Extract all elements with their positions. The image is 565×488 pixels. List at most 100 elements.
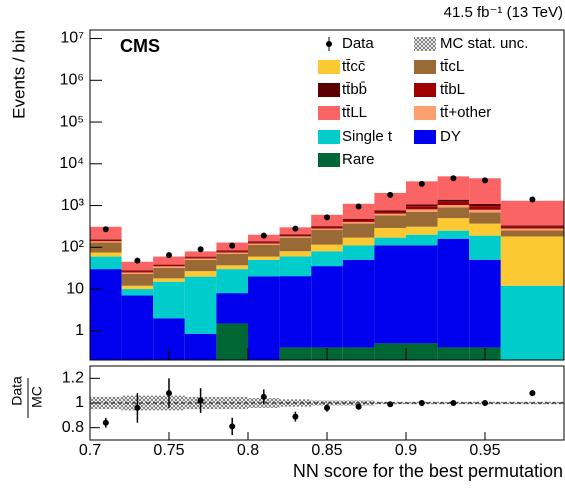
stack-bar <box>248 256 280 260</box>
y-tick-label: 1.2 <box>62 370 84 387</box>
stack-bar <box>406 234 438 246</box>
stack-bar <box>153 256 185 265</box>
ratio-label-num: Data <box>9 376 25 406</box>
stack-bar <box>279 276 312 348</box>
ratio-point <box>260 393 267 400</box>
stack-bar <box>500 236 564 286</box>
stack-bar <box>216 253 248 266</box>
stack-bar <box>121 273 154 286</box>
stack-bar <box>184 256 217 258</box>
stack-bar <box>121 261 154 271</box>
stack-bar <box>374 237 406 246</box>
x-tick-label: 0.75 <box>153 442 184 459</box>
stack-bar <box>184 276 217 334</box>
stack-bar <box>248 259 280 277</box>
stack-bar <box>406 343 438 360</box>
ratio-point <box>529 390 536 397</box>
x-tick-label: 0.95 <box>469 442 500 459</box>
stack-bar <box>437 207 470 219</box>
stack-bar <box>342 347 375 360</box>
stack-bar <box>184 251 217 257</box>
data-point <box>292 225 299 232</box>
stack-bar <box>469 259 501 348</box>
legend-label: Rare <box>342 151 375 168</box>
data-point <box>166 252 172 259</box>
stack-bar <box>153 267 185 279</box>
stack-bar <box>342 245 375 260</box>
legend-label: tt̄bb̄ <box>342 81 367 98</box>
data-point <box>260 232 267 239</box>
data-point <box>102 226 109 233</box>
stack-bar <box>216 265 248 270</box>
stack-bar <box>216 293 248 324</box>
stack-bar <box>406 211 438 227</box>
stack-bar <box>90 239 122 242</box>
ratio-point <box>166 390 172 397</box>
legend-label: MC stat. unc. <box>440 35 528 52</box>
stack-bar <box>90 269 122 360</box>
stack-bar <box>184 333 217 360</box>
data-point <box>324 214 330 221</box>
data-point <box>355 203 362 210</box>
stack-bar <box>374 210 406 212</box>
stack-bar <box>90 242 122 253</box>
ratio-point <box>482 400 488 406</box>
ratio-point <box>324 404 330 411</box>
ratio-label-den: MC <box>29 386 45 408</box>
stack-bar <box>437 218 470 231</box>
stack-bar <box>469 203 501 207</box>
data-point <box>387 191 394 198</box>
stack-bar <box>342 221 375 224</box>
y-tick-label: 1 <box>75 394 84 411</box>
stack-bar <box>184 258 217 260</box>
stack-bar <box>374 227 406 238</box>
y-tick-label: 10³ <box>61 197 85 214</box>
stack-bar <box>406 226 438 235</box>
ratio-point <box>134 404 141 411</box>
y-tick-label: 10² <box>61 239 85 256</box>
data-point <box>482 177 488 184</box>
stack-bar <box>279 234 312 235</box>
legend-swatch <box>414 60 436 74</box>
legend-label: tt̄bL <box>440 81 465 98</box>
stack-bar <box>469 209 501 213</box>
y-tick-label: 1 <box>75 322 84 339</box>
stack-bar <box>121 295 154 360</box>
stack-bar <box>437 201 470 206</box>
data-point <box>450 175 457 182</box>
legend-unc-swatch <box>414 37 436 51</box>
stack-bar <box>406 209 438 212</box>
stack-bar <box>311 251 343 267</box>
stack-bar <box>374 245 406 344</box>
stack-bar <box>342 219 375 221</box>
stack-bar <box>500 285 564 360</box>
legend-label: tt̄cL <box>440 58 464 75</box>
legend-label: tt̄LL <box>342 104 367 121</box>
stack-bar <box>374 211 406 214</box>
stack-bar <box>374 192 406 211</box>
stack-bar <box>406 204 438 207</box>
y-axis-label: Events / bin <box>9 30 28 119</box>
stack-bar <box>500 230 564 237</box>
stack-bar <box>311 266 343 348</box>
legend-swatch <box>318 60 340 74</box>
stack-bar <box>437 176 470 200</box>
stack-bar <box>279 251 312 257</box>
stack-bar <box>279 256 312 277</box>
legend-swatch <box>414 130 436 144</box>
stack-bar <box>121 272 154 274</box>
stack-bar <box>184 259 217 272</box>
y-tick-label: 10⁴ <box>59 155 84 172</box>
ratio-point <box>355 403 362 410</box>
stack-bar <box>90 239 122 240</box>
stack-bar <box>406 206 438 210</box>
stack-bar <box>311 244 343 252</box>
stack-bar <box>121 289 154 296</box>
stack-bar <box>184 271 217 277</box>
stack-bar <box>342 220 375 222</box>
stack-bar <box>153 278 185 282</box>
stack-bar <box>500 200 564 226</box>
stack-bar <box>500 226 564 229</box>
stack-bar <box>374 213 406 216</box>
